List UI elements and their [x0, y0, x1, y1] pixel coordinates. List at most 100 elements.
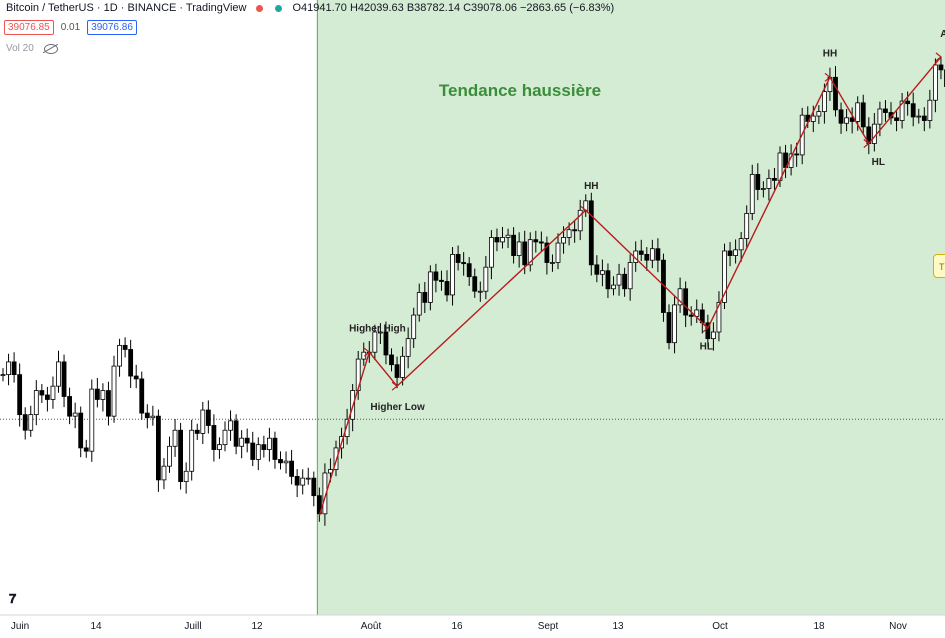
time-tick-label: Sept [538, 621, 559, 632]
candle [283, 451, 289, 474]
candle-body-down [78, 412, 84, 449]
candle [311, 471, 317, 507]
candle [83, 439, 89, 458]
candlestick-series [0, 56, 945, 526]
candle [738, 232, 744, 262]
time-tick-label: Août [361, 621, 382, 632]
trend-region-fill [317, 0, 945, 615]
candle [28, 405, 34, 437]
candle [894, 111, 899, 132]
candle [72, 402, 78, 429]
candle-body-down [194, 429, 200, 434]
candle-body-down [122, 344, 128, 350]
candle [605, 263, 611, 299]
candle [261, 435, 267, 458]
candle-body-up [816, 111, 822, 117]
bid-price-tag[interactable]: 39076.85 [4, 20, 54, 35]
candle-body-up [322, 472, 328, 515]
candle [744, 205, 750, 248]
trend-zigzag-lines [318, 52, 942, 516]
candle [139, 371, 145, 420]
candle-body-down [466, 263, 472, 278]
candle [677, 277, 683, 313]
candle-body-down [533, 239, 539, 243]
candle [544, 236, 550, 275]
candle [228, 410, 233, 441]
candle-body-up [450, 254, 455, 296]
candle-body-up [189, 429, 195, 472]
tradingview-logo-icon[interactable]: 𝟕 [9, 592, 17, 607]
candle [616, 263, 622, 296]
candle-body-up [477, 290, 483, 293]
candle-body-down [39, 390, 45, 396]
candle-body-down [178, 429, 184, 483]
candle-body-down [938, 64, 944, 71]
alert-badge[interactable]: T [933, 254, 945, 278]
candle-body-up [627, 262, 633, 290]
candle-body-down [139, 378, 145, 414]
candle [638, 239, 644, 262]
candle [766, 169, 772, 201]
candle-body-down [272, 437, 278, 460]
candle-body-down [22, 414, 28, 431]
candle [78, 406, 84, 458]
candle [455, 245, 461, 271]
candle-body-down [244, 437, 250, 444]
candle [394, 356, 400, 389]
annotation-label: Higher Low [370, 402, 425, 413]
candle [255, 437, 261, 471]
annotation-label: AT [940, 29, 945, 40]
candle [200, 401, 206, 445]
volume-indicator: Vol 20 [6, 43, 58, 54]
candle [400, 346, 406, 386]
candle-body-down [94, 388, 100, 400]
candle [300, 469, 306, 495]
time-tick-label: Juin [11, 621, 29, 632]
candle [111, 355, 117, 423]
candle-body-down [727, 250, 733, 256]
time-tick-label: 12 [251, 621, 263, 632]
candle-body-up [333, 447, 339, 470]
candle [844, 108, 849, 132]
trend-segment [707, 76, 831, 329]
candle-body-up [550, 262, 555, 264]
candle [550, 254, 555, 272]
symbol-title: Bitcoin / TetherUS · 1D · BINANCE · Trad… [6, 2, 247, 14]
candle-body-up [217, 444, 222, 450]
annotation-label: Higher High [349, 323, 406, 334]
candle [405, 327, 411, 369]
candle [760, 181, 766, 198]
candle [444, 270, 450, 302]
candle-body-up [611, 284, 616, 290]
candle [477, 281, 483, 302]
eye-hidden-icon[interactable] [43, 43, 58, 54]
candle-body-up [100, 390, 106, 400]
ohlc-values: O41941.70 H42039.63 B38782.14 C39078.06 … [292, 2, 615, 14]
candle [33, 380, 39, 426]
candle [205, 400, 211, 434]
trend-title: Tendance haussière [439, 81, 601, 100]
candle-body-down [638, 250, 644, 255]
candle-body-up [427, 271, 433, 303]
candle-body-down [455, 254, 461, 263]
candle-body-up [716, 301, 722, 333]
candle [516, 232, 522, 268]
candle-body-up [222, 429, 228, 446]
candle-body-up [172, 429, 178, 447]
candle-body-up [372, 331, 378, 353]
candle-body-up [500, 237, 505, 243]
candle [383, 321, 389, 365]
candle-body-down [17, 374, 23, 416]
candle-body-up [844, 117, 849, 124]
candle [505, 228, 511, 249]
candle [272, 431, 278, 469]
candle [927, 89, 933, 129]
candle-body-up [33, 390, 39, 416]
candle [250, 431, 256, 467]
candle-body-up [89, 388, 95, 452]
candle [94, 377, 100, 408]
candle [916, 108, 922, 124]
ask-price-tag[interactable]: 39076.86 [87, 20, 137, 35]
candle-body-down [921, 115, 927, 121]
